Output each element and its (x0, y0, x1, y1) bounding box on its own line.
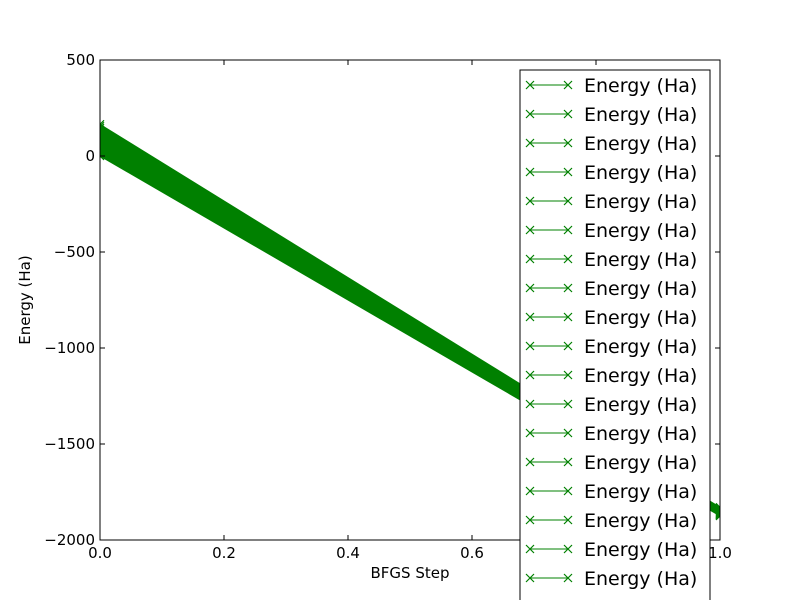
legend-item[interactable]: Energy (Ha) (525, 336, 697, 358)
legend-label: Energy (Ha) (584, 568, 697, 590)
legend-marker (563, 457, 573, 467)
legend-item[interactable]: Energy (Ha) (525, 481, 697, 503)
legend-marker (525, 109, 535, 119)
y-tick-label: −1500 (44, 435, 95, 453)
legend-marker (525, 167, 535, 177)
legend-item[interactable]: Energy (Ha) (525, 162, 697, 184)
legend-label: Energy (Ha) (584, 75, 697, 97)
legend-label: Energy (Ha) (584, 452, 697, 474)
legend-box (519, 69, 711, 600)
legend-marker (563, 225, 573, 235)
x-tick-label: 0.4 (336, 544, 360, 562)
legend-marker (525, 399, 535, 409)
y-tick-label: 500 (66, 51, 95, 69)
legend-marker (563, 109, 573, 119)
legend-label: Energy (Ha) (584, 365, 697, 387)
legend-marker (563, 370, 573, 380)
legend-marker (563, 254, 573, 264)
legend-item[interactable]: Energy (Ha) (525, 278, 697, 300)
legend-marker (525, 225, 535, 235)
legend-marker (525, 457, 535, 467)
legend-label: Energy (Ha) (584, 394, 697, 416)
x-tick-label: 1.0 (708, 544, 732, 562)
legend-marker (563, 428, 573, 438)
legend-item[interactable]: Energy (Ha) (525, 510, 697, 532)
legend-label: Energy (Ha) (584, 510, 697, 532)
legend-marker (563, 515, 573, 525)
plot-frame (99, 59, 721, 541)
series-point (715, 511, 720, 521)
legend-label: Energy (Ha) (584, 307, 697, 329)
y-tick-label: −1000 (44, 339, 95, 357)
x-tick-label: 0.2 (212, 544, 236, 562)
legend-marker (563, 573, 573, 583)
legend-label: Energy (Ha) (584, 220, 697, 242)
legend-marker (525, 370, 535, 380)
legend-label: Energy (Ha) (584, 249, 697, 271)
y-axis-label: Energy (Ha) (16, 255, 34, 344)
series-point (100, 151, 105, 161)
legend-item[interactable]: Energy (Ha) (525, 133, 697, 155)
legend-marker (525, 341, 535, 351)
y-tick-label: −2000 (44, 531, 95, 549)
legend-label: Energy (Ha) (584, 104, 697, 126)
x-axis-label: BFGS Step (371, 564, 450, 582)
legend-item[interactable]: Energy (Ha) (525, 452, 697, 474)
legend-item[interactable]: Energy (Ha) (525, 220, 697, 242)
legend-item[interactable]: Energy (Ha) (525, 75, 697, 97)
legend-marker (525, 254, 535, 264)
legend-marker (563, 167, 573, 177)
legend-marker (563, 138, 573, 148)
legend-marker (563, 486, 573, 496)
legend-marker (525, 428, 535, 438)
legend-marker (563, 312, 573, 322)
x-tick-label: 0.0 (88, 544, 112, 562)
legend-item[interactable]: Energy (Ha) (525, 307, 697, 329)
legend-item[interactable]: Energy (Ha) (525, 191, 697, 213)
legend-item[interactable]: Energy (Ha) (525, 365, 697, 387)
legend-marker (525, 515, 535, 525)
x-tick-label: 0.6 (460, 544, 484, 562)
legend-item[interactable]: Energy (Ha) (525, 568, 697, 590)
legend-item[interactable]: Energy (Ha) (525, 249, 697, 271)
y-tick-label: 0 (85, 147, 95, 165)
legend-marker (525, 312, 535, 322)
legend-marker (563, 341, 573, 351)
legend-label: Energy (Ha) (584, 191, 697, 213)
legend-marker (563, 80, 573, 90)
legend-item[interactable]: Energy (Ha) (525, 423, 697, 445)
legend-marker (525, 486, 535, 496)
legend-marker (563, 399, 573, 409)
legend-label: Energy (Ha) (584, 162, 697, 184)
legend-marker (563, 283, 573, 293)
legend-marker (525, 544, 535, 554)
legend-marker (563, 196, 573, 206)
y-axis: 500 0 −500 −1000 −1500 −2000 (44, 51, 720, 549)
legend-item[interactable]: Energy (Ha) (525, 539, 697, 561)
legend-marker (563, 544, 573, 554)
legend-item[interactable]: Energy (Ha) (525, 104, 697, 126)
legend-label: Energy (Ha) (584, 539, 697, 561)
legend-marker (525, 283, 535, 293)
legend-item[interactable]: Energy (Ha) (525, 394, 697, 416)
legend-label: Energy (Ha) (584, 278, 697, 300)
legend-marker (525, 573, 535, 583)
legend-label: Energy (Ha) (584, 423, 697, 445)
legend-label: Energy (Ha) (584, 481, 697, 503)
legend-marker (525, 196, 535, 206)
legend[interactable]: Energy (Ha) Energy (Ha) Energy (Ha) Energy … (519, 69, 711, 600)
legend-label: Energy (Ha) (584, 133, 697, 155)
legend-label: Energy (Ha) (584, 336, 697, 358)
y-tick-label: −500 (54, 243, 95, 261)
legend-marker (525, 138, 535, 148)
legend-marker (525, 80, 535, 90)
